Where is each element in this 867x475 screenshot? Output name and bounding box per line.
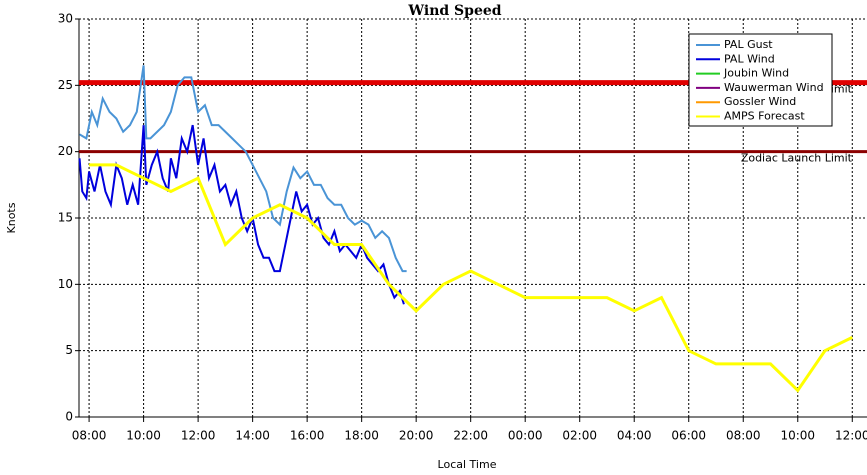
x-tick-label: 18:00 (344, 429, 379, 443)
y-tick-label: 5 (65, 343, 73, 357)
x-tick-label: 14:00 (235, 429, 270, 443)
y-tick-label: 0 (65, 410, 73, 424)
legend-label: Wauwerman Wind (724, 81, 824, 94)
x-tick-label: 12:00 (181, 429, 216, 443)
legend-label: Joubin Wind (723, 67, 789, 80)
y-tick-label: 25 (58, 78, 73, 92)
legend-label: AMPS Forecast (724, 110, 805, 123)
series-line (89, 163, 853, 393)
x-tick-label: 08:00 (72, 429, 107, 443)
x-tick-label: 10:00 (126, 429, 161, 443)
y-axis-label: Knots (5, 202, 18, 233)
y-tick-label: 20 (58, 144, 73, 158)
series-line (79, 65, 407, 273)
y-tick-label: 30 (58, 12, 73, 26)
x-tick-label: 16:00 (290, 429, 325, 443)
limit-label: Zodiac Launch Limit (741, 152, 853, 165)
x-tick-label: 02:00 (562, 429, 597, 443)
x-axis-label: Local Time (438, 458, 497, 471)
series-line (78, 124, 405, 305)
legend-label: Gossler Wind (724, 95, 796, 108)
x-tick-label: 00:00 (508, 429, 543, 443)
chart-title: Wind Speed (407, 3, 501, 19)
legend-label: PAL Wind (724, 52, 775, 65)
x-tick-label: 04:00 (617, 429, 652, 443)
x-tick-label: 06:00 (671, 429, 706, 443)
x-tick-label: 08:00 (726, 429, 761, 443)
x-tick-label: 12:00 (835, 429, 867, 443)
legend-box (688, 33, 833, 127)
x-tick-label: 20:00 (399, 429, 434, 443)
legend-label: PAL Gust (724, 38, 773, 51)
y-tick-label: 10 (58, 277, 73, 291)
x-tick-label: 10:00 (780, 429, 815, 443)
y-tick-label: 15 (58, 211, 73, 225)
x-tick-label: 22:00 (453, 429, 488, 443)
